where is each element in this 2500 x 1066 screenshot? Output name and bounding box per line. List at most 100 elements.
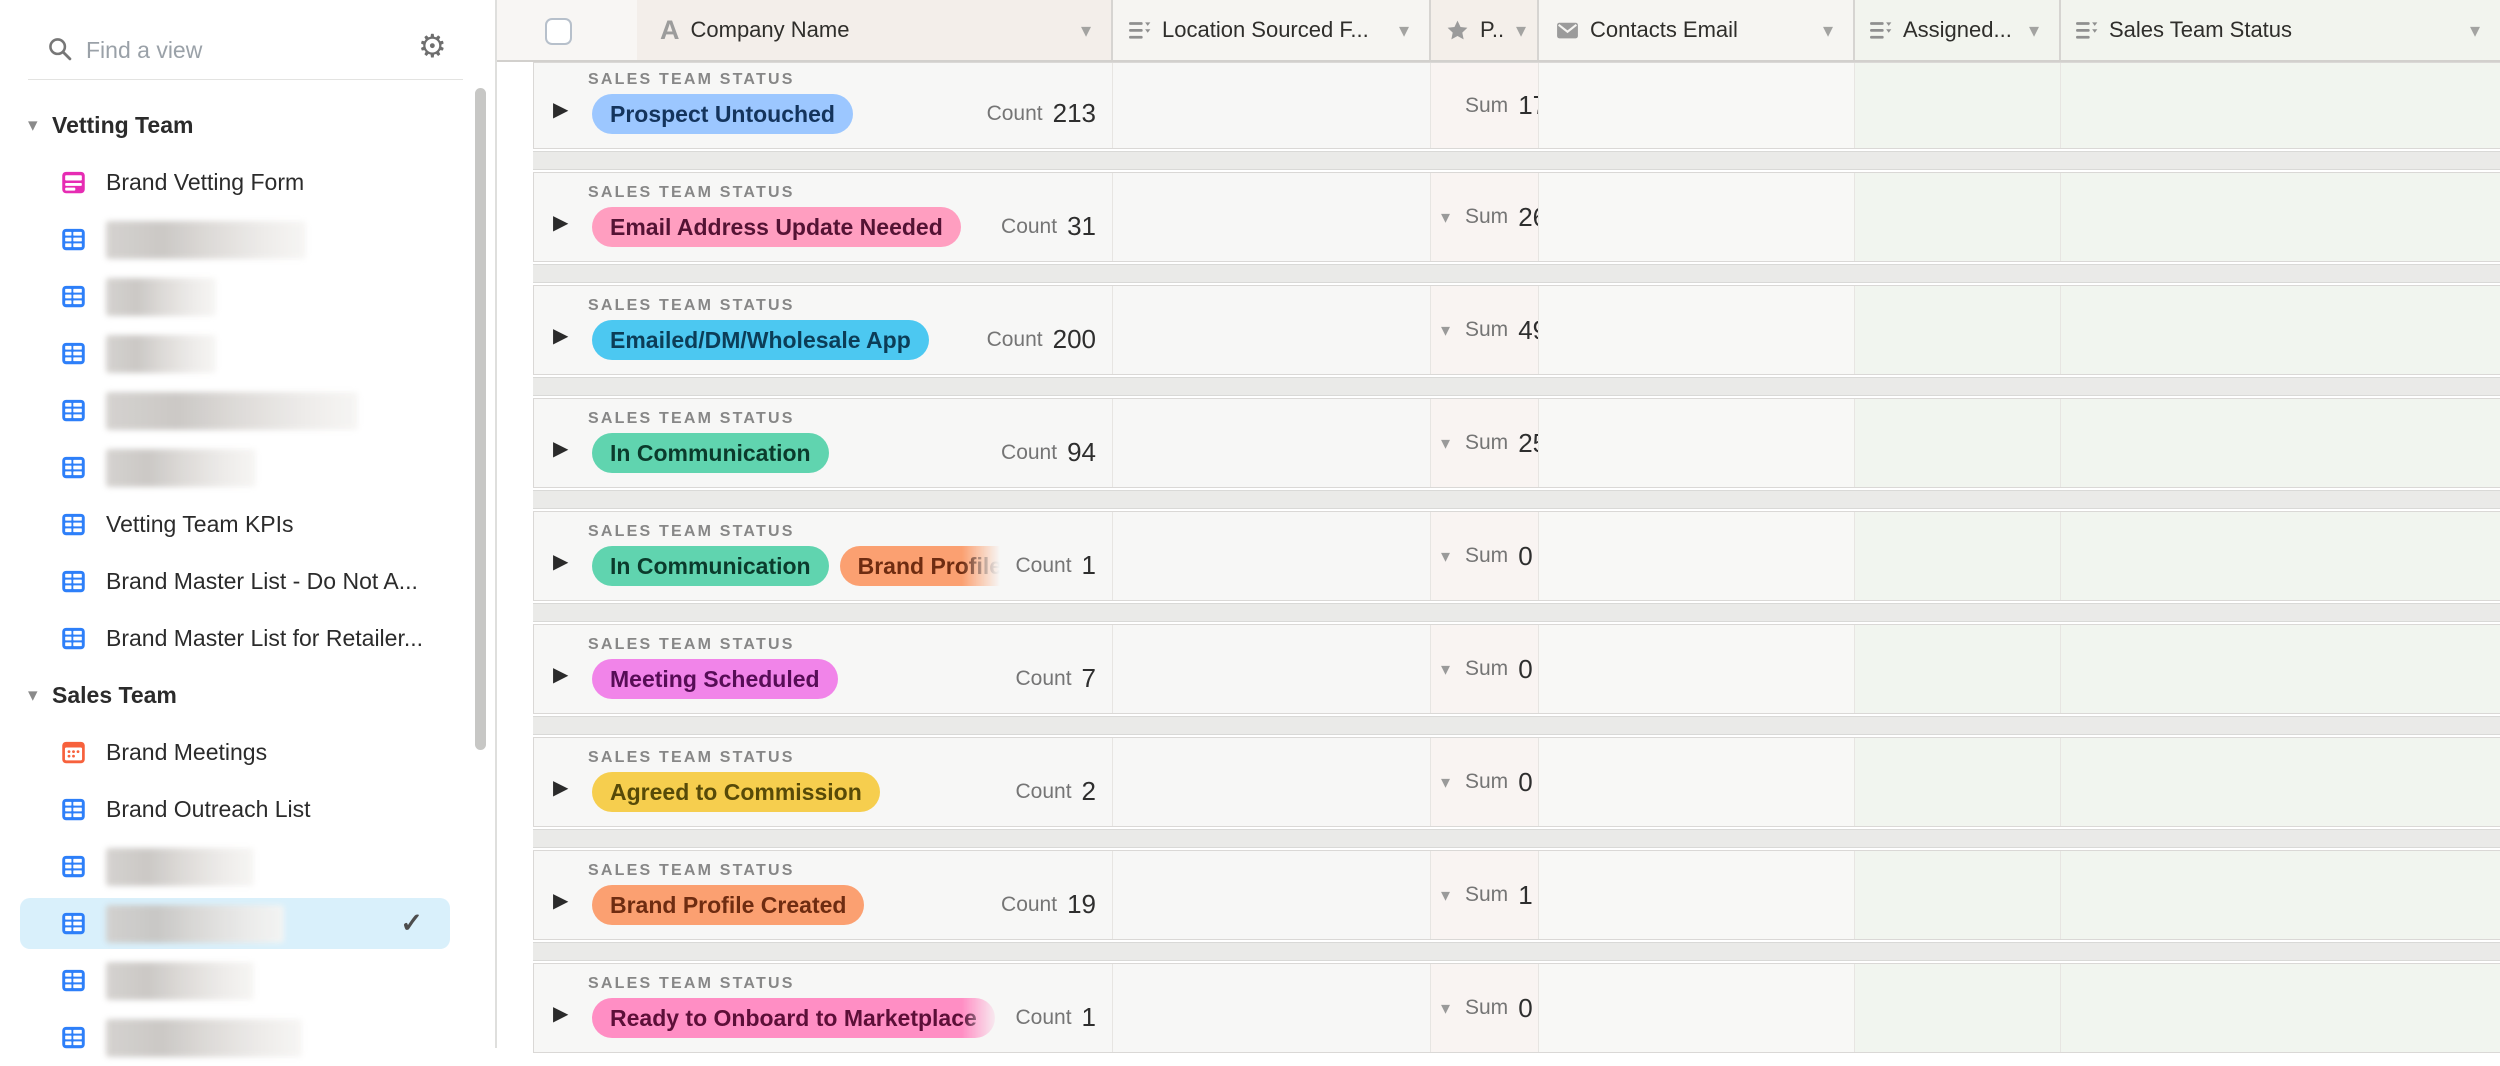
- cell-priority-sum[interactable]: ▾ Sum 1: [1430, 851, 1538, 939]
- group-count[interactable]: Count 1: [1015, 1002, 1096, 1033]
- cell-priority-sum[interactable]: ▾ Sum 178: [1430, 63, 1562, 148]
- cell-location-sourced[interactable]: [1112, 63, 1430, 148]
- find-view-input[interactable]: Find a view: [86, 37, 203, 63]
- chevron-down-icon[interactable]: ▾: [2469, 19, 2480, 42]
- expand-group-icon[interactable]: ▶: [553, 438, 569, 460]
- cell-contacts-email[interactable]: [1538, 512, 1854, 600]
- summary-dropdown-icon[interactable]: ▾: [1441, 206, 1451, 227]
- select-all-checkbox[interactable]: [545, 18, 572, 45]
- cell-assigned[interactable]: [1854, 173, 2060, 261]
- summary-dropdown-icon[interactable]: ▾: [1441, 884, 1451, 905]
- cell-sales-team-status[interactable]: [2060, 964, 2500, 1052]
- sidebar-view-item[interactable]: [0, 439, 495, 496]
- column-header-sales-team-status[interactable]: Sales Team Status ▾: [2059, 0, 2500, 60]
- sidebar-view-item[interactable]: Vetting Team KPIs: [0, 496, 495, 553]
- collapse-section-icon[interactable]: ▾: [28, 685, 38, 706]
- cell-assigned[interactable]: [1854, 625, 2060, 713]
- section-sales-team[interactable]: ▾ Sales Team: [0, 667, 495, 724]
- column-header-assigned[interactable]: Assigned... ▾: [1853, 0, 2059, 60]
- cell-assigned[interactable]: [1854, 738, 2060, 826]
- cell-priority-sum[interactable]: ▾ Sum 0: [1430, 738, 1538, 826]
- cell-location-sourced[interactable]: [1112, 512, 1430, 600]
- group-count[interactable]: Count 94: [1001, 437, 1096, 468]
- cell-location-sourced[interactable]: [1112, 399, 1430, 487]
- sidebar-view-item[interactable]: [0, 268, 495, 325]
- cell-contacts-email[interactable]: [1538, 286, 1854, 374]
- sidebar-view-item[interactable]: Brand Outreach List: [0, 781, 495, 838]
- cell-location-sourced[interactable]: [1112, 173, 1430, 261]
- cell-sales-team-status[interactable]: [2060, 738, 2500, 826]
- expand-group-icon[interactable]: ▶: [553, 551, 569, 573]
- chevron-down-icon[interactable]: ▾: [1822, 19, 1833, 42]
- cell-sales-team-status[interactable]: [2060, 63, 2500, 148]
- sidebar-scrollbar[interactable]: [475, 88, 486, 750]
- cell-priority-sum[interactable]: ▾ Sum 25: [1430, 399, 1547, 487]
- chevron-down-icon[interactable]: ▾: [1398, 19, 1409, 42]
- sidebar-view-item[interactable]: Brand Master List for Retailer...: [0, 610, 495, 667]
- sidebar-view-item[interactable]: Brand Master List - Do Not A...: [0, 553, 495, 610]
- cell-assigned[interactable]: [1854, 964, 2060, 1052]
- chevron-down-icon[interactable]: ▾: [1080, 19, 1091, 42]
- cell-location-sourced[interactable]: [1112, 851, 1430, 939]
- cell-priority-sum[interactable]: ▾ Sum 0: [1430, 625, 1538, 713]
- gear-icon[interactable]: ⚙: [418, 28, 447, 64]
- column-header-contacts-email[interactable]: Contacts Email ▾: [1537, 0, 1853, 60]
- expand-group-icon[interactable]: ▶: [553, 777, 569, 799]
- summary-dropdown-icon[interactable]: ▾: [1441, 545, 1451, 566]
- cell-priority-sum[interactable]: ▾ Sum 49: [1430, 286, 1547, 374]
- cell-location-sourced[interactable]: [1112, 286, 1430, 374]
- section-vetting-team[interactable]: ▾ Vetting Team: [0, 97, 495, 154]
- column-header-priority[interactable]: P.. ▾: [1429, 0, 1537, 60]
- cell-contacts-email[interactable]: [1538, 173, 1854, 261]
- chevron-down-icon[interactable]: ▾: [1515, 19, 1526, 42]
- sidebar-view-item[interactable]: Brand Meetings: [0, 724, 495, 781]
- cell-sales-team-status[interactable]: [2060, 851, 2500, 939]
- cell-location-sourced[interactable]: [1112, 964, 1430, 1052]
- sidebar-view-item[interactable]: [0, 325, 495, 382]
- cell-sales-team-status[interactable]: [2060, 625, 2500, 713]
- cell-sales-team-status[interactable]: [2060, 286, 2500, 374]
- summary-dropdown-icon[interactable]: ▾: [1441, 771, 1451, 792]
- group-count[interactable]: Count 31: [1001, 211, 1096, 242]
- cell-contacts-email[interactable]: [1538, 399, 1854, 487]
- cell-priority-sum[interactable]: ▾ Sum 0: [1430, 964, 1538, 1052]
- group-count[interactable]: Count 7: [1015, 663, 1096, 694]
- expand-group-icon[interactable]: ▶: [553, 325, 569, 347]
- group-count[interactable]: Count 19: [1001, 889, 1096, 920]
- cell-location-sourced[interactable]: [1112, 738, 1430, 826]
- cell-contacts-email[interactable]: [1538, 851, 1854, 939]
- summary-dropdown-icon[interactable]: ▾: [1441, 658, 1451, 679]
- cell-contacts-email[interactable]: [1538, 738, 1854, 826]
- cell-sales-team-status[interactable]: [2060, 399, 2500, 487]
- expand-group-icon[interactable]: ▶: [553, 890, 569, 912]
- cell-assigned[interactable]: [1854, 399, 2060, 487]
- sidebar-view-item[interactable]: [0, 952, 495, 1009]
- sidebar-view-item[interactable]: ✓: [0, 895, 495, 952]
- cell-assigned[interactable]: [1854, 512, 2060, 600]
- cell-sales-team-status[interactable]: [2060, 512, 2500, 600]
- column-header-company-name[interactable]: A Company Name ▾: [497, 0, 1111, 60]
- group-count[interactable]: Count 200: [987, 324, 1096, 355]
- cell-contacts-email[interactable]: [1538, 625, 1854, 713]
- sidebar-view-item[interactable]: Brand Vetting Form: [0, 154, 495, 211]
- chevron-down-icon[interactable]: ▾: [2028, 19, 2039, 42]
- sidebar-view-item[interactable]: [0, 838, 495, 895]
- cell-priority-sum[interactable]: ▾ Sum 0: [1430, 512, 1538, 600]
- cell-priority-sum[interactable]: ▾ Sum 26: [1430, 173, 1547, 261]
- expand-group-icon[interactable]: ▶: [553, 99, 569, 121]
- cell-sales-team-status[interactable]: [2060, 173, 2500, 261]
- cell-contacts-email[interactable]: [1538, 964, 1854, 1052]
- collapse-section-icon[interactable]: ▾: [28, 115, 38, 136]
- expand-group-icon[interactable]: ▶: [553, 1003, 569, 1025]
- group-count[interactable]: Count 1: [1015, 550, 1096, 581]
- summary-dropdown-icon[interactable]: ▾: [1441, 997, 1451, 1018]
- summary-dropdown-icon[interactable]: ▾: [1441, 432, 1451, 453]
- cell-contacts-email[interactable]: [1538, 63, 1854, 148]
- group-count[interactable]: Count 2: [1015, 776, 1096, 807]
- cell-assigned[interactable]: [1854, 851, 2060, 939]
- sidebar-view-item[interactable]: [0, 211, 495, 268]
- expand-group-icon[interactable]: ▶: [553, 664, 569, 686]
- cell-assigned[interactable]: [1854, 63, 2060, 148]
- sidebar-view-item[interactable]: [0, 1009, 495, 1066]
- group-count[interactable]: Count 213: [987, 98, 1096, 129]
